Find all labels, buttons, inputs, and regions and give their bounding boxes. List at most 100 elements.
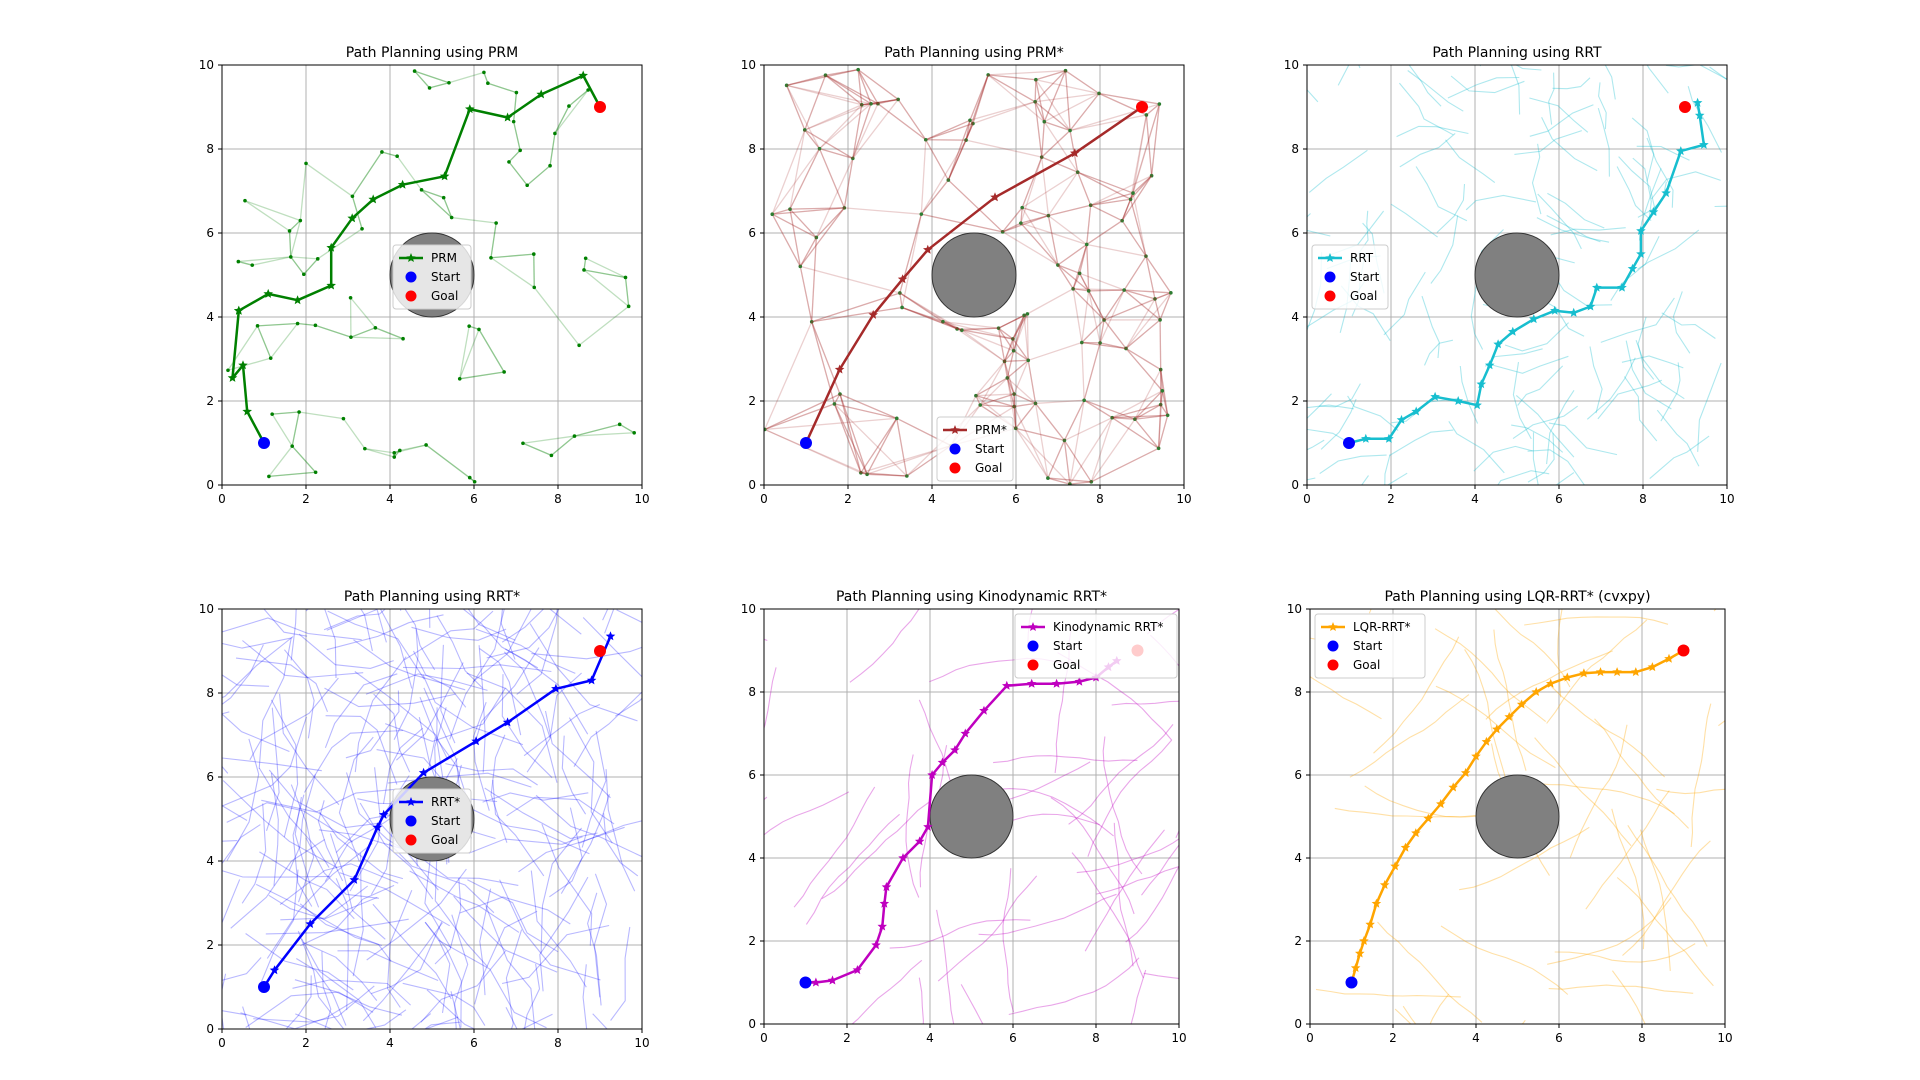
graph-node (1144, 254, 1148, 258)
tree-branch (440, 644, 456, 744)
graph-node (632, 430, 636, 435)
graph-node (869, 101, 873, 106)
graph-edge (804, 104, 863, 131)
graph-edge (866, 418, 898, 475)
graph-edge (1035, 70, 1066, 81)
graph-edge (771, 148, 821, 215)
tree-branch (1390, 203, 1438, 238)
tree-branch (222, 957, 262, 981)
graph-edge (1103, 292, 1172, 321)
graph-node (268, 356, 273, 360)
graph-edge (799, 207, 845, 267)
graph-node (964, 138, 968, 142)
x-tick-label: 2 (302, 1036, 310, 1050)
path-point (1508, 326, 1518, 336)
tree-branch (1459, 365, 1479, 424)
tree-branch (436, 707, 468, 797)
tree-branch (581, 730, 607, 848)
graph-edge (1099, 319, 1105, 343)
tree-branch (413, 650, 467, 708)
x-tick-label: 10 (1171, 1031, 1186, 1045)
tree-branch (1527, 449, 1586, 485)
graph-edge (578, 305, 630, 346)
path-point (877, 921, 887, 931)
graph-edge (1154, 292, 1172, 300)
tree-branch (603, 813, 639, 877)
legend-marker (1027, 640, 1039, 652)
graph-edge (961, 329, 1005, 362)
graph-node (1158, 402, 1163, 407)
graph-edge (804, 129, 854, 159)
graph-edge (1159, 319, 1162, 370)
graph-edge (1069, 93, 1100, 131)
graph-edge (568, 89, 589, 107)
graph-edge (1063, 440, 1071, 485)
start-point (1343, 437, 1355, 449)
graph-edge (1078, 244, 1088, 274)
graph-edge (1081, 341, 1127, 350)
graph-edge (1159, 292, 1172, 321)
x-tick-label: 4 (386, 1036, 394, 1050)
path-point (1070, 148, 1080, 158)
tree-branch (482, 792, 589, 803)
tree-branch (1656, 409, 1700, 467)
graph-edge (619, 423, 635, 434)
graph-edge (1063, 399, 1085, 441)
graph-node (986, 73, 990, 77)
graph-node (1086, 289, 1091, 293)
tree-branch (472, 609, 532, 683)
tree-branch (438, 939, 547, 1029)
tree-branch (1440, 925, 1569, 995)
graph-edge (1132, 103, 1160, 194)
legend-marker (949, 462, 961, 474)
legend-label: Goal (431, 833, 458, 847)
graph-edge (1057, 243, 1088, 266)
subplot-title: Path Planning using Kinodynamic RRT* (836, 589, 1107, 605)
tree-branch (978, 893, 1117, 936)
exploration-edges (1310, 609, 1725, 1024)
tree-branch (1515, 394, 1575, 458)
graph-node (1062, 438, 1067, 443)
tree-branch (1408, 65, 1442, 107)
graph-edge (526, 165, 551, 186)
subplot-3: 0 2 4 6 8 10 0 2 4 6 8 10 Path Planning using RRT RRT… (1284, 45, 1735, 506)
tree-branch (1361, 475, 1369, 485)
graph-edge (1048, 204, 1091, 217)
tree-branch (467, 609, 516, 641)
path-point (1516, 699, 1527, 709)
tree-branch (1529, 104, 1594, 137)
graph-node (392, 455, 397, 459)
tree-branch (501, 674, 553, 779)
tree-branch (1307, 428, 1350, 444)
graph-edge (1124, 289, 1171, 294)
tree-branch (1113, 822, 1134, 967)
graph-edge (1123, 289, 1156, 300)
graph-node (1110, 415, 1115, 420)
graph-edge (1154, 298, 1161, 321)
tree-branch (1512, 405, 1579, 440)
x-tick-label: 10 (634, 492, 649, 506)
path-point (536, 89, 546, 99)
tree-branch (1536, 217, 1610, 243)
legend-marker (1324, 271, 1336, 283)
graph-edge (1047, 477, 1071, 485)
graph-edge (987, 74, 1036, 103)
graph-edge (1083, 342, 1101, 401)
graph-node (1077, 271, 1082, 276)
tree-branch (1524, 616, 1669, 626)
tree-branch (222, 804, 248, 821)
tree-branch (329, 833, 386, 940)
subplot-title: Path Planning using LQR-RRT* (cvxpy) (1384, 589, 1650, 605)
graph-edge (451, 216, 497, 224)
tree-branch (472, 702, 490, 811)
graph-edge (1123, 289, 1161, 321)
graph-edge (804, 129, 821, 150)
tree-branch (294, 979, 403, 1016)
graph-edge (1078, 244, 1088, 274)
tree-branch (1623, 376, 1658, 442)
graph-edge (947, 139, 967, 181)
tree-branch (338, 736, 374, 862)
graph-edge (965, 123, 974, 141)
graph-node (1131, 191, 1135, 195)
graph-edge (1091, 447, 1159, 483)
